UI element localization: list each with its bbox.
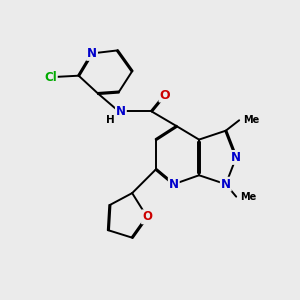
Text: N: N xyxy=(87,47,97,60)
Text: Me: Me xyxy=(240,192,256,202)
Text: N: N xyxy=(231,151,241,164)
Text: Cl: Cl xyxy=(44,71,57,84)
Text: N: N xyxy=(116,105,126,118)
Text: O: O xyxy=(142,210,152,224)
Text: Me: Me xyxy=(243,115,259,125)
Text: H: H xyxy=(106,115,115,125)
Text: O: O xyxy=(160,88,170,101)
Text: N: N xyxy=(221,178,231,191)
Text: N: N xyxy=(169,178,179,191)
